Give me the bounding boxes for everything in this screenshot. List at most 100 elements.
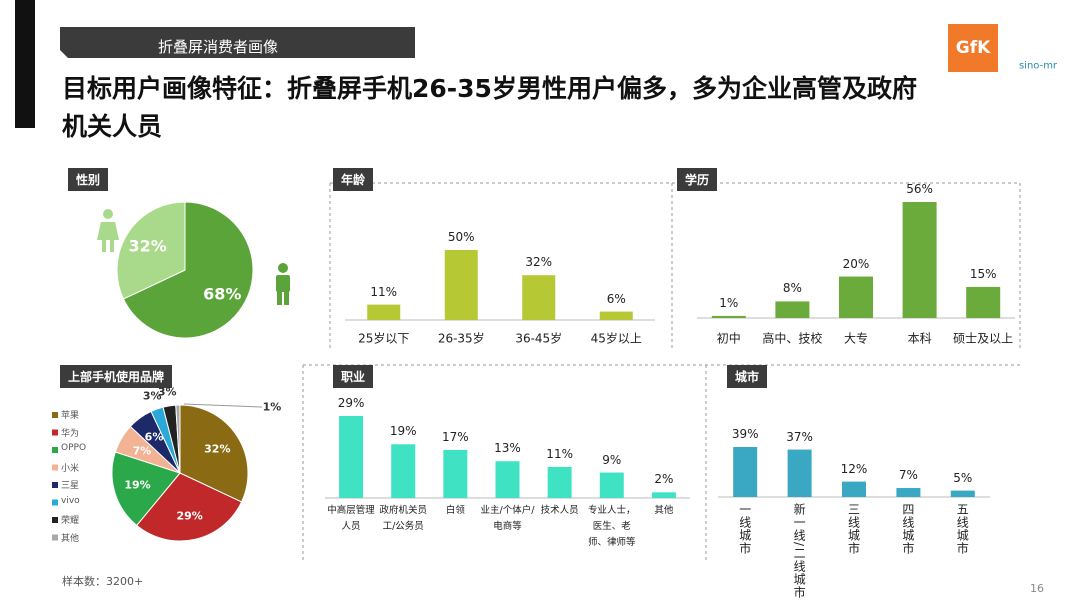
- x-tick-label: 36-45岁: [515, 331, 563, 346]
- x-tick-label: 专业人士，医生、老师、律师等: [588, 505, 636, 548]
- x-tick-label: 初中: [716, 331, 741, 346]
- data-label: 29%: [176, 509, 203, 523]
- bar: [839, 276, 873, 318]
- x-tick-label: 26-35岁: [437, 331, 485, 346]
- pie-slice: [179, 404, 249, 503]
- data-label: 15%: [969, 266, 997, 281]
- data-label: 7%: [898, 468, 918, 483]
- x-tick-label: 三线城市: [846, 503, 861, 555]
- accent-bar: [15, 0, 35, 128]
- x-tick-label: 硕士及以上: [953, 331, 1014, 346]
- bar: [775, 301, 810, 318]
- pie-slice: [122, 201, 254, 339]
- x-tick-label: 新一线/二线城市: [792, 503, 807, 600]
- legend-swatch: [52, 482, 58, 488]
- data-label: 9%: [602, 452, 622, 467]
- data-label: 32%: [128, 236, 167, 256]
- bar: [547, 466, 572, 498]
- x-tick-label: 四线城市: [900, 503, 915, 555]
- legend-swatch: [52, 534, 58, 541]
- x-tick-label: 45岁以上: [590, 331, 642, 346]
- bar: [733, 447, 758, 497]
- x-tick-label: 技术人员: [540, 505, 579, 516]
- x-tick-label: 其他: [654, 505, 674, 516]
- legend-label: 小米: [61, 463, 80, 474]
- x-tick-label: 五线城市: [955, 503, 970, 555]
- legend-label: 华为: [61, 428, 80, 439]
- panel-title: 城市: [727, 365, 768, 388]
- bar: [367, 304, 401, 320]
- legend-label: 苹果: [61, 411, 80, 421]
- x-tick-label: 一线城市: [737, 503, 752, 555]
- pie-slice: [135, 472, 243, 542]
- logo-sino: sino-mr: [1018, 60, 1058, 72]
- pie-slice: [175, 404, 181, 474]
- x-tick-label: 业主/个体户/电商等: [480, 505, 535, 532]
- legend-swatch: [52, 412, 58, 418]
- x-tick-label: 中高层管理人员: [327, 505, 375, 532]
- data-label: 32%: [525, 255, 553, 270]
- x-tick-label: 政府机关员工/公务员: [379, 505, 427, 532]
- data-label: 17%: [442, 429, 469, 444]
- x-tick-label: 25岁以下: [358, 331, 410, 346]
- panel-title: 职业: [333, 365, 374, 388]
- page-number: 16: [1030, 582, 1044, 595]
- bar: [599, 311, 633, 320]
- data-label: 32%: [204, 442, 231, 456]
- x-tick-label: 高中、技校: [762, 331, 823, 346]
- data-label: 50%: [447, 230, 475, 244]
- panel-title: 年龄: [333, 168, 374, 191]
- data-label: 68%: [203, 284, 242, 304]
- data-label: 19%: [124, 478, 151, 492]
- data-label: 37%: [786, 429, 813, 444]
- legend-label: 荣耀: [61, 516, 80, 526]
- tag-text: 折叠屏消费者画像: [158, 38, 279, 56]
- leader-line: [183, 403, 263, 408]
- x-tick-label: 本科: [907, 331, 932, 346]
- bar: [391, 444, 416, 498]
- data-label: 1%: [719, 295, 739, 310]
- data-label: 20%: [842, 256, 870, 271]
- pie-slice: [111, 451, 181, 527]
- x-tick-label: 大专: [843, 331, 869, 346]
- slide-title: 目标用户画像特征：折叠屏手机26-35岁男性用户偏多，多为企业高管及政府机关人员: [62, 74, 917, 141]
- legend-label: 其他: [61, 533, 80, 544]
- bar: [495, 461, 520, 498]
- data-label: 5%: [953, 470, 973, 485]
- legend-label: 三星: [61, 481, 80, 491]
- bar: [651, 492, 676, 498]
- legend-swatch: [52, 447, 58, 453]
- legend-label: vivo: [61, 495, 80, 506]
- bar: [599, 472, 624, 498]
- panel-title: 性别: [68, 168, 109, 191]
- logo-gfk: GfK: [955, 38, 991, 58]
- data-label: 13%: [494, 441, 521, 456]
- panel-title: 上部手机使用品牌: [60, 365, 173, 388]
- data-label: 2%: [654, 472, 674, 487]
- legend-swatch: [52, 517, 58, 523]
- data-label: 7%: [132, 444, 152, 457]
- bar: [787, 449, 812, 497]
- legend-swatch: [52, 499, 58, 506]
- data-label: 1%: [262, 400, 282, 414]
- sample-size: 样本数：3200+: [62, 575, 144, 588]
- data-label: 11%: [370, 284, 398, 299]
- legend-swatch: [52, 464, 58, 471]
- data-label: 11%: [546, 446, 573, 461]
- pie-slice: [116, 201, 186, 300]
- bar: [339, 416, 364, 498]
- data-label: 3%: [157, 385, 177, 399]
- male-icon: [276, 263, 290, 305]
- data-label: 3%: [142, 389, 162, 403]
- bar: [443, 449, 468, 498]
- bar: [711, 315, 746, 318]
- logo-box: [948, 24, 998, 72]
- data-label: 8%: [782, 281, 802, 296]
- panel-borders: [302, 182, 1021, 560]
- legend-swatch: [52, 429, 58, 436]
- data-label: 56%: [906, 182, 933, 196]
- data-label: 39%: [731, 427, 759, 441]
- data-label: 19%: [389, 424, 417, 439]
